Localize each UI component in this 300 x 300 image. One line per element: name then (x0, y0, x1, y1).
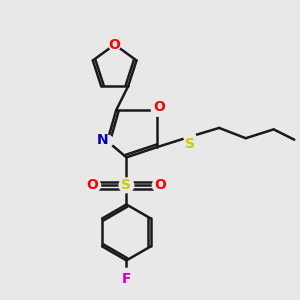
Circle shape (152, 179, 165, 192)
Circle shape (119, 178, 134, 193)
Text: O: O (87, 178, 98, 192)
Text: S: S (185, 137, 195, 151)
Circle shape (121, 268, 132, 279)
Text: N: N (97, 133, 109, 147)
Circle shape (109, 39, 121, 50)
Text: F: F (122, 272, 131, 286)
Text: S: S (122, 178, 131, 192)
Text: O: O (109, 38, 121, 52)
Circle shape (88, 179, 100, 192)
Circle shape (101, 135, 113, 147)
Circle shape (184, 131, 196, 142)
Circle shape (152, 104, 163, 116)
Text: O: O (153, 100, 165, 114)
Text: O: O (154, 178, 166, 192)
